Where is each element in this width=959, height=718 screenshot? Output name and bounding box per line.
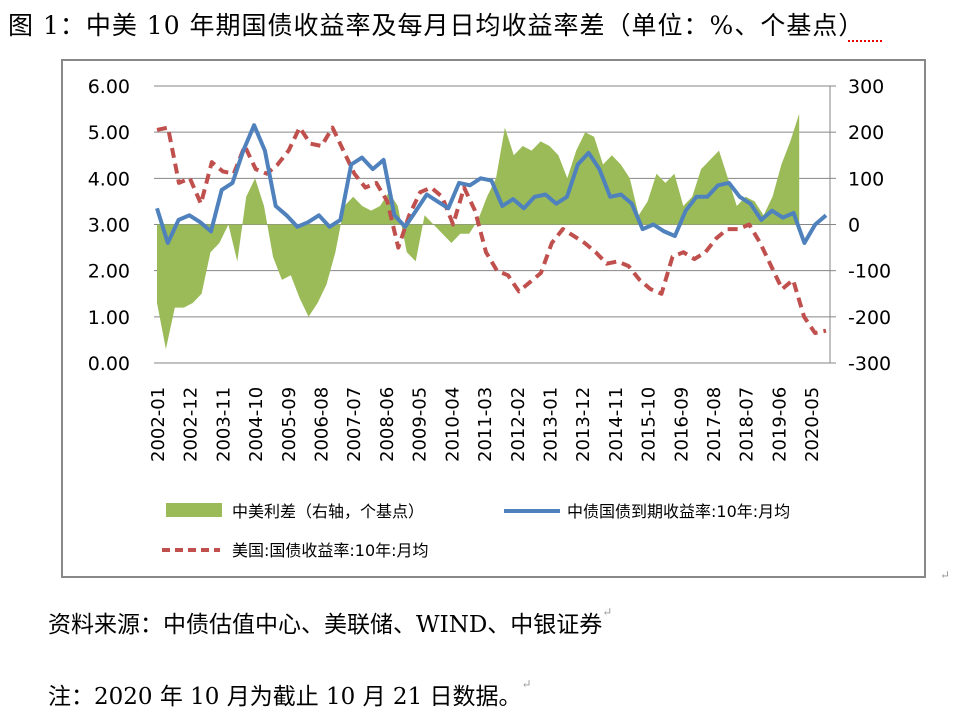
y-left-tick-label: 3.00 [88,215,130,237]
x-tick-label: 2014-11 [606,387,627,462]
x-tick-label: 2013-01 [540,387,561,462]
y-right-tick-label: 300 [848,76,884,98]
y-right-tick-label: -100 [848,261,891,283]
x-tick-label: 2011-03 [475,387,496,462]
x-tick-label: 2002-01 [148,387,169,462]
x-tick-label: 2017-08 [704,387,725,462]
return-mark-icon: ↵ [521,677,532,691]
y-left-tick-label: 2.00 [88,261,130,283]
x-tick-label: 2005-09 [279,387,300,462]
y-left-tick-label: 0.00 [88,353,130,375]
x-tick-label: 2003-11 [213,387,234,462]
y-left-tick-label: 4.00 [88,168,130,190]
source-note: 资料来源：中债估值中心、美联储、WIND、中银证券 ↵ [48,605,613,638]
series-area-spread [157,113,800,350]
x-tick-label: 2018-07 [737,387,758,462]
y-right-tick-label: 100 [848,168,884,190]
legend-swatch-spread [166,503,222,517]
x-tick-label: 2010-04 [442,387,463,462]
x-tick-label: 2016-09 [671,387,692,462]
x-tick-label: 2019-06 [769,387,790,462]
x-tick-label: 2013-12 [573,387,594,462]
y-right-tick-label: -200 [848,307,891,329]
legend-label-spread: 中美利差（右轴，个基点） [232,502,424,521]
y-right-tick-label: -300 [848,353,891,375]
x-tick-label: 2006-08 [312,387,333,462]
chart-frame [61,59,926,578]
footnote: 注：2020 年 10 月为截止 10 月 21 日数据。 ↵ [48,677,532,710]
x-tick-label: 2020-05 [802,387,823,462]
x-tick-label: 2007-07 [344,387,365,462]
x-tick-label: 2008-06 [377,387,398,462]
return-mark-icon: ↵ [940,568,951,582]
x-tick-label: 2015-10 [639,387,660,462]
x-tick-label: 2009-05 [410,387,431,462]
x-tick-label: 2004-10 [246,387,267,462]
x-tick-label: 2012-02 [508,387,529,462]
series-line-us-yield [156,125,827,335]
y-right-tick-label: 0 [848,215,860,237]
y-right-tick-label: 200 [848,122,884,144]
series-line-cn-yield [155,123,828,245]
x-tick-label: 2002-12 [181,387,202,462]
y-left-tick-label: 6.00 [88,76,130,98]
y-left-tick-label: 5.00 [88,122,130,144]
legend-label-us: 美国:国债收益率:10年:月均 [232,541,429,560]
y-left-tick-label: 1.00 [88,307,130,329]
return-mark-icon: ↵ [602,605,613,619]
figure-title: 图 1：中美 10 年期国债收益率及每月日均收益率差（单位：%、个基点） [8,11,865,40]
spellcheck-underline [848,36,882,42]
legend-label-cn: 中债国债到期收益率:10年:月均 [567,502,790,521]
